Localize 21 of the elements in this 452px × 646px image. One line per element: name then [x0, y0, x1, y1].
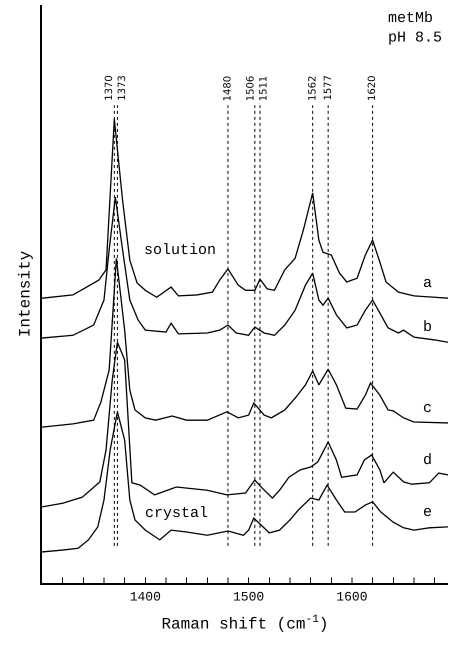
x-tick-label: 1400 — [130, 589, 161, 604]
ref-line-label: 1511 — [258, 76, 270, 102]
x-tick-label: 1600 — [336, 589, 368, 604]
x-axis-title: Raman shift (cm$^{-1}$) — [161, 614, 329, 634]
ref-line-label: 1373 — [116, 75, 128, 101]
ref-line-label: 1562 — [307, 76, 318, 102]
ref-line-label: 1620 — [367, 76, 378, 101]
annotation: solution — [144, 242, 216, 259]
series-label: a — [423, 275, 432, 292]
ref-line-label: 1577 — [322, 75, 334, 101]
series-label: b — [423, 319, 432, 336]
annotation: crystal — [145, 505, 208, 522]
series-label: c — [423, 400, 432, 417]
ref-line-label: 1506 — [246, 76, 257, 102]
x-tick-label: 1500 — [233, 589, 264, 604]
series-label: d — [423, 452, 432, 469]
series-label: e — [423, 504, 432, 521]
text: metMb pH 8.5 — [388, 10, 442, 46]
ref-line-label: 1370 — [104, 75, 115, 101]
ref-line-label: 1480 — [222, 76, 234, 102]
y-axis-title: Intensity — [16, 250, 35, 338]
